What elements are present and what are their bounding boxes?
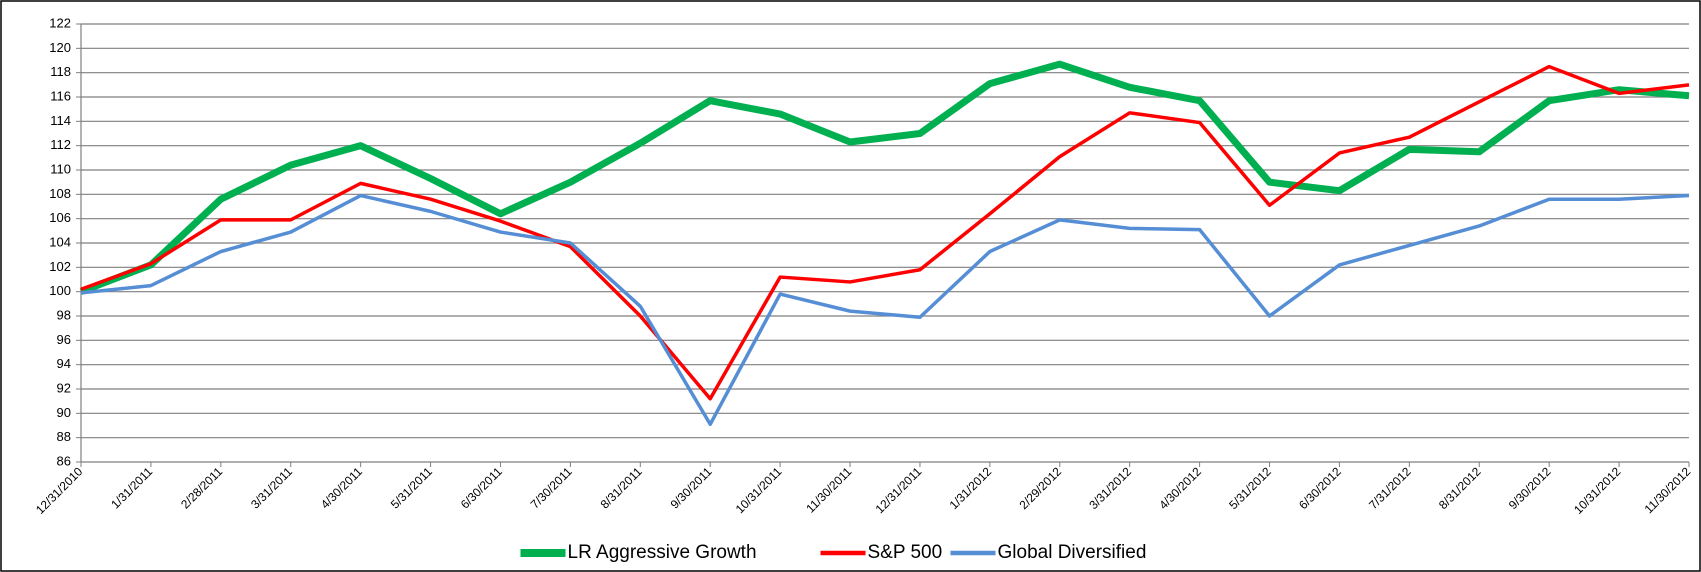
y-tick-label: 102: [49, 259, 71, 274]
y-tick-label: 108: [49, 186, 71, 201]
y-tick-label: 118: [50, 64, 71, 79]
legend-label: Global Diversified: [998, 542, 1147, 563]
y-tick-label: 86: [57, 453, 71, 468]
y-tick-label: 94: [57, 356, 71, 371]
y-tick-label: 90: [57, 405, 71, 420]
legend-label: S&P 500: [868, 542, 943, 563]
y-tick-label: 88: [57, 429, 71, 444]
y-tick-label: 122: [49, 15, 71, 30]
y-tick-label: 110: [50, 161, 71, 176]
y-tick-label: 96: [57, 332, 71, 347]
y-tick-label: 120: [49, 40, 71, 55]
y-tick-label: 106: [49, 210, 71, 225]
series-line: [80, 64, 1690, 401]
series-line: [80, 193, 1690, 427]
legend-label: LR Aggressive Growth: [568, 542, 757, 563]
y-tick-label: 100: [49, 283, 71, 298]
y-tick-label: 112: [50, 137, 71, 152]
y-tick-label: 104: [49, 234, 71, 249]
y-tick-label: 116: [50, 88, 71, 103]
y-tick-label: 114: [50, 113, 71, 128]
series-line: [79, 60, 1690, 295]
y-tick-label: 92: [57, 380, 71, 395]
y-tick-label: 98: [57, 307, 71, 322]
